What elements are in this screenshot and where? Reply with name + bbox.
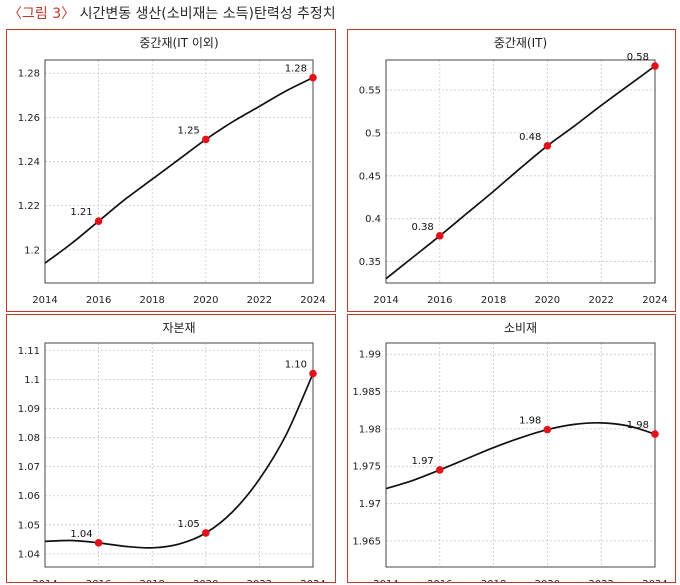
figure-title: 〈그림 3〉 시간변동 생산(소비재는 소득)탄력성 추정치 [8, 3, 336, 23]
plot-frame [385, 59, 656, 284]
y-tick-label: 0.4 [365, 214, 381, 225]
data-label: 1.28 [285, 64, 307, 75]
y-tick-label: 1.97 [359, 499, 381, 510]
x-tick-label: 2022 [247, 295, 272, 306]
data-label: 0.38 [412, 222, 434, 233]
data-point [202, 529, 210, 537]
data-label: 1.05 [178, 519, 200, 530]
data-point [94, 217, 103, 225]
x-tick-label: 2014 [32, 295, 57, 306]
chart-consumer-goods: 소비재 2014 2016 2018 2020 2022 2024 1.965 1.97 1.97… [352, 321, 667, 582]
x-tick-label: 2016 [86, 295, 111, 306]
series-line [385, 421, 656, 490]
data-point [309, 369, 317, 378]
y-tick-label: 1.2 [24, 245, 40, 256]
series-line [385, 65, 656, 280]
data-point [651, 430, 659, 438]
y-tick-label: 1.99 [359, 350, 381, 361]
y-tick-label: 0.45 [359, 171, 381, 182]
y-tick-label: 1.08 [18, 433, 40, 444]
x-tick-label: 2018 [139, 579, 164, 582]
y-tick-label: 1.26 [18, 113, 40, 124]
x-tick-label: 2016 [86, 579, 111, 582]
plot-frame [44, 59, 314, 284]
x-tick-label: 2020 [193, 295, 218, 306]
x-tick-label: 2018 [139, 295, 164, 306]
data-label: 1.10 [285, 360, 307, 371]
x-tick-label: 2018 [481, 295, 506, 306]
chart-title: 중간재(IT) [494, 36, 547, 50]
x-tick-label: 2022 [588, 579, 613, 582]
y-tick-label: 1.24 [18, 157, 40, 168]
plot-frame [385, 342, 656, 568]
y-tick-label: 0.55 [359, 86, 381, 97]
chart-capital-goods: 자본재 2014 2016 2018 2020 2022 2024 1.04 1.05 1.06 1… [18, 321, 326, 582]
y-tick-label: 1.965 [352, 536, 381, 547]
x-tick-label: 2020 [535, 579, 560, 582]
y-tick-label: 1.98 [359, 424, 381, 435]
y-tick-label: 1.05 [18, 520, 40, 531]
data-label: 1.04 [70, 529, 92, 540]
x-tick-label: 2016 [427, 295, 452, 306]
y-tick-label: 0.35 [359, 257, 381, 268]
x-tick-label: 2022 [247, 579, 272, 582]
data-point [202, 135, 210, 144]
data-point [651, 62, 659, 70]
data-point [436, 232, 444, 240]
data-point [543, 141, 552, 150]
x-tick-label: 2014 [373, 579, 398, 582]
x-tick-label: 2018 [481, 579, 506, 582]
data-label: 1.98 [519, 416, 541, 427]
figure-title-text: 시간변동 생산(소비재는 소득)탄력성 추정치 [79, 6, 336, 22]
y-tick-label: 1.985 [352, 387, 381, 398]
y-tick-label: 1.09 [18, 404, 40, 415]
x-tick-label: 2024 [300, 295, 325, 306]
chart-title: 중간재(IT 이외) [139, 36, 218, 50]
y-tick-label: 1.04 [18, 549, 40, 560]
x-tick-label: 2014 [373, 295, 398, 306]
x-tick-label: 2016 [427, 579, 452, 582]
x-tick-label: 2024 [642, 579, 667, 582]
y-tick-label: 1.22 [18, 201, 40, 212]
x-tick-label: 2024 [642, 295, 667, 306]
plot-frame [44, 342, 314, 568]
panel-intermediate-non-it: 중간재(IT 이외) 2014 2016 2018 2020 2022 2024 1.2 1.2… [6, 29, 336, 312]
panel-intermediate-it: 중간재(IT) 2014 2016 2018 2020 2022 2024 0.35 0.4 0.… [347, 29, 676, 312]
y-tick-label: 1.975 [352, 462, 381, 473]
data-label: 0.58 [627, 52, 649, 63]
data-point [436, 466, 444, 474]
data-label: 0.48 [519, 132, 541, 143]
x-tick-label: 2014 [32, 579, 57, 582]
y-tick-label: 1.28 [18, 69, 40, 80]
y-tick-label: 1.06 [18, 491, 40, 502]
x-tick-label: 2020 [193, 579, 218, 582]
chart-title: 소비재 [504, 321, 537, 335]
data-label: 1.98 [627, 420, 649, 431]
data-label: 1.25 [178, 125, 200, 136]
data-point [543, 425, 552, 434]
x-tick-label: 2022 [588, 295, 613, 306]
data-label: 1.21 [70, 207, 92, 218]
chart-title: 자본재 [162, 321, 195, 335]
x-tick-label: 2024 [300, 579, 325, 582]
x-tick-label: 2020 [535, 295, 560, 306]
data-label: 1.97 [412, 456, 434, 467]
figure-label: 〈그림 3〉 [8, 6, 76, 22]
data-point [94, 539, 103, 547]
y-tick-label: 1.07 [18, 462, 40, 473]
series-line [44, 373, 314, 549]
panel-consumer-goods: 소비재 2014 2016 2018 2020 2022 2024 1.965 1.97 1.97… [347, 314, 676, 583]
data-point [309, 73, 317, 82]
chart-intermediate-it: 중간재(IT) 2014 2016 2018 2020 2022 2024 0.35 0.4 0.… [359, 36, 668, 306]
series-line [44, 76, 314, 264]
panel-capital-goods: 자본재 2014 2016 2018 2020 2022 2024 1.04 1.05 1.06 1… [6, 314, 336, 583]
y-tick-label: 1.1 [24, 375, 40, 386]
chart-intermediate-non-it: 중간재(IT 이외) 2014 2016 2018 2020 2022 2024 1.2 1.2… [18, 36, 326, 306]
y-tick-label: 1.11 [18, 346, 40, 357]
y-tick-label: 0.5 [365, 128, 381, 139]
